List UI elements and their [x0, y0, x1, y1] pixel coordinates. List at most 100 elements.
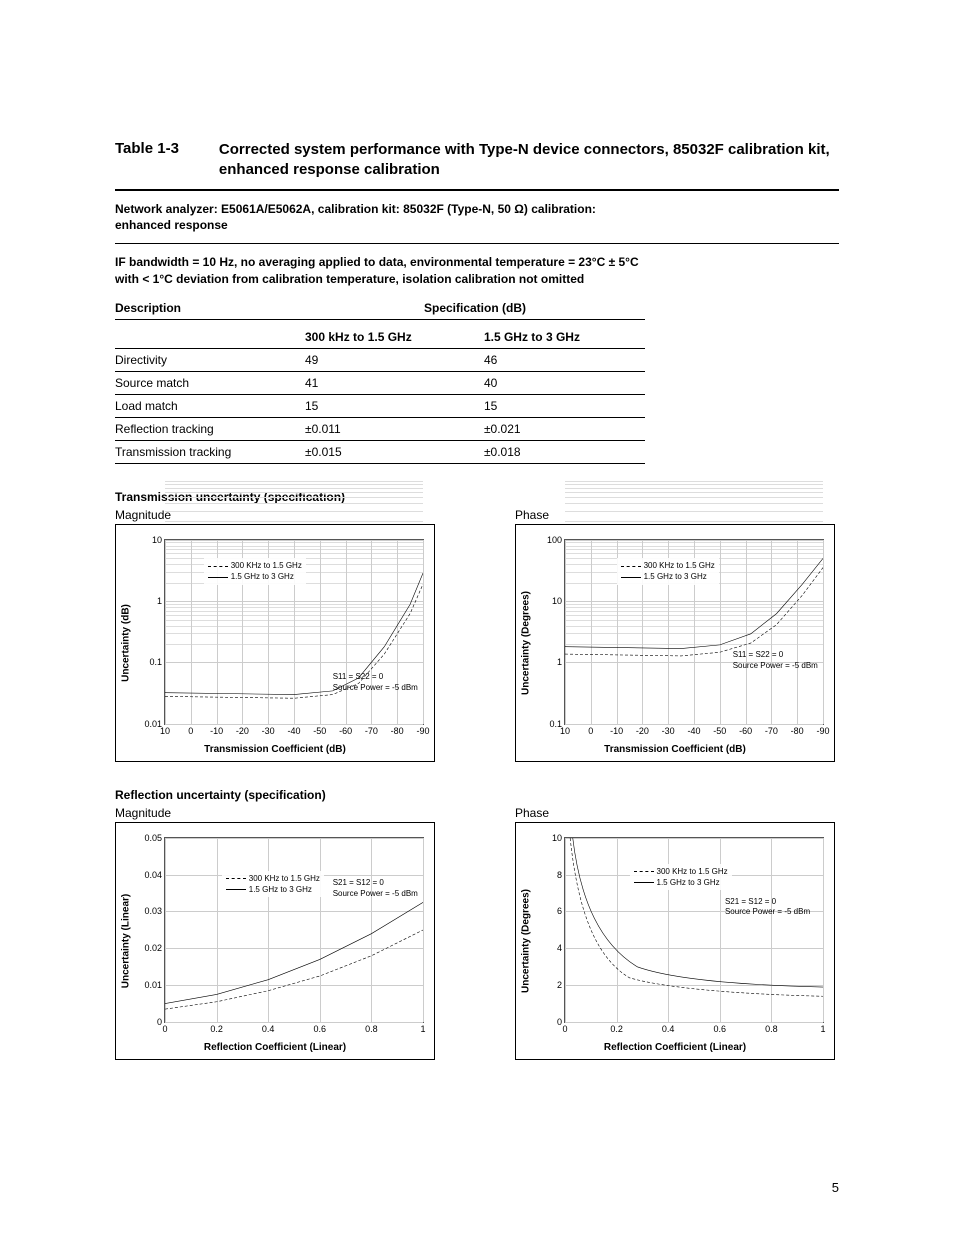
- divider: [115, 189, 839, 191]
- x-tick: -10: [610, 724, 623, 736]
- y-tick: 10: [552, 596, 565, 606]
- legend-label: 300 KHz to 1.5 GHz: [249, 874, 320, 883]
- table-row: Directivity4946: [115, 348, 645, 371]
- x-tick: -10: [210, 724, 223, 736]
- x-tick: -40: [687, 724, 700, 736]
- trans-charts-row: Magnitude 0.010.1110100-10-20-30-40-50-6…: [115, 508, 839, 762]
- legend-label: 300 KHz to 1.5 GHz: [644, 561, 715, 570]
- th-col1: 300 kHz to 1.5 GHz: [305, 319, 484, 348]
- legend-label: 1.5 GHz to 3 GHz: [644, 572, 707, 581]
- y-axis-label: Uncertainty (dB): [121, 604, 132, 682]
- chart-note: S21 = S12 = 0Source Power = -5 dBm: [725, 897, 810, 918]
- y-tick: 0.03: [144, 906, 165, 916]
- y-tick: 1: [557, 657, 565, 667]
- x-tick: 0.8: [365, 1022, 378, 1034]
- y-tick: 0.1: [149, 657, 165, 667]
- x-axis-label: Transmission Coefficient (dB): [204, 744, 346, 755]
- legend-label: 1.5 GHz to 3 GHz: [249, 885, 312, 894]
- x-tick: 0.6: [714, 1022, 727, 1034]
- x-tick: 0: [162, 1022, 167, 1034]
- legend: 300 KHz to 1.5 GHz 1.5 GHz to 3 GHz: [617, 558, 719, 584]
- x-tick: 1: [420, 1022, 425, 1034]
- legend-label: 300 KHz to 1.5 GHz: [231, 561, 302, 570]
- table-title: Corrected system performance with Type-N…: [219, 140, 839, 179]
- cell-v1: 41: [305, 371, 484, 394]
- x-tick: -70: [365, 724, 378, 736]
- cell-v1: ±0.011: [305, 417, 484, 440]
- y-tick: 0.01: [144, 980, 165, 990]
- x-tick: -30: [662, 724, 675, 736]
- y-tick: 0.04: [144, 870, 165, 880]
- x-tick: -50: [713, 724, 726, 736]
- x-tick: -90: [416, 724, 429, 736]
- x-tick: -90: [816, 724, 829, 736]
- th-col2: 1.5 GHz to 3 GHz: [484, 319, 645, 348]
- x-tick: -40: [287, 724, 300, 736]
- specs-table: Description Specification (dB) 300 kHz t…: [115, 297, 645, 464]
- chart-trans-mag: 0.010.1110100-10-20-30-40-50-60-70-80-90…: [115, 524, 435, 762]
- y-tick: 8: [557, 870, 565, 880]
- legend: 300 KHz to 1.5 GHz 1.5 GHz to 3 GHz: [630, 864, 732, 890]
- legend-label: 1.5 GHz to 3 GHz: [657, 878, 720, 887]
- chart-refl-mag: 00.010.020.030.040.0500.20.40.60.81300 K…: [115, 822, 435, 1060]
- x-tick: -70: [765, 724, 778, 736]
- cell-desc: Transmission tracking: [115, 440, 305, 463]
- section-refl-title: Reflection uncertainty (specification): [115, 788, 839, 802]
- cell-v2: ±0.021: [484, 417, 645, 440]
- chart-note: S11 = S22 = 0Source Power = -5 dBm: [733, 650, 818, 671]
- cell-desc: Load match: [115, 394, 305, 417]
- cell-v2: 40: [484, 371, 645, 394]
- page-number: 5: [832, 1180, 839, 1195]
- x-axis-label: Reflection Coefficient (Linear): [604, 1042, 746, 1053]
- note-2: IF bandwidth = 10 Hz, no averaging appli…: [115, 254, 645, 286]
- x-tick: -80: [391, 724, 404, 736]
- label-phase-2: Phase: [515, 806, 835, 820]
- x-tick: 0.6: [314, 1022, 327, 1034]
- x-tick: -50: [313, 724, 326, 736]
- legend: 300 KHz to 1.5 GHz 1.5 GHz to 3 GHz: [204, 558, 306, 584]
- x-tick: 0: [588, 724, 593, 736]
- cell-desc: Source match: [115, 371, 305, 394]
- cell-v2: 15: [484, 394, 645, 417]
- table-row: Load match1515: [115, 394, 645, 417]
- legend-label: 1.5 GHz to 3 GHz: [231, 572, 294, 581]
- y-tick: 2: [557, 980, 565, 990]
- table-row: Reflection tracking±0.011±0.021: [115, 417, 645, 440]
- legend: 300 KHz to 1.5 GHz 1.5 GHz to 3 GHz: [222, 871, 324, 897]
- x-axis-label: Reflection Coefficient (Linear): [204, 1042, 346, 1053]
- x-tick: 1: [820, 1022, 825, 1034]
- cell-v1: ±0.015: [305, 440, 484, 463]
- x-tick: 10: [160, 724, 170, 736]
- cell-v2: ±0.018: [484, 440, 645, 463]
- x-tick: 0: [562, 1022, 567, 1034]
- table-number: Table 1-3: [115, 140, 179, 179]
- note-1: Network analyzer: E5061A/E5062A, calibra…: [115, 201, 645, 233]
- x-tick: 0: [188, 724, 193, 736]
- th-desc: Description: [115, 297, 305, 320]
- x-tick: -60: [339, 724, 352, 736]
- divider: [115, 243, 839, 244]
- y-tick: 6: [557, 906, 565, 916]
- y-axis-label: Uncertainty (Degrees): [521, 889, 532, 993]
- x-tick: -20: [236, 724, 249, 736]
- y-tick: 100: [547, 535, 565, 545]
- y-axis-label: Uncertainty (Degrees): [521, 591, 532, 695]
- label-mag-2: Magnitude: [115, 806, 435, 820]
- y-axis-label: Uncertainty (Linear): [121, 894, 132, 988]
- y-tick: 0.02: [144, 943, 165, 953]
- y-tick: 0.05: [144, 833, 165, 843]
- cell-v1: 15: [305, 394, 484, 417]
- x-tick: 0.2: [210, 1022, 223, 1034]
- legend-label: 300 KHz to 1.5 GHz: [657, 867, 728, 876]
- x-tick: -30: [262, 724, 275, 736]
- th-spec: Specification (dB): [305, 297, 645, 320]
- x-axis-label: Transmission Coefficient (dB): [604, 744, 746, 755]
- chart-note: S21 = S12 = 0Source Power = -5 dBm: [333, 878, 418, 899]
- cell-desc: Directivity: [115, 348, 305, 371]
- x-tick: -60: [739, 724, 752, 736]
- table-header: Table 1-3 Corrected system performance w…: [115, 140, 839, 179]
- x-tick: 10: [560, 724, 570, 736]
- cell-desc: Reflection tracking: [115, 417, 305, 440]
- x-tick: 0.4: [262, 1022, 275, 1034]
- x-tick: -20: [636, 724, 649, 736]
